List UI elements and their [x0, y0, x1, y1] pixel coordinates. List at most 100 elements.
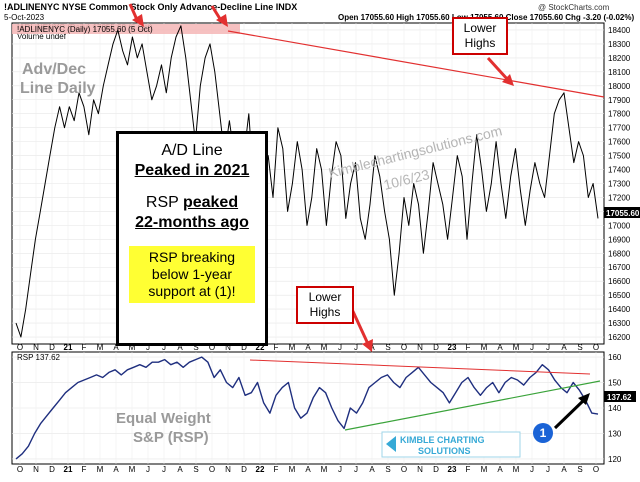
legend-main-overlay: !ADLINENYC (Daily) 17055.60 (5 Oct): [17, 25, 153, 34]
rsp-x-tick-label: M: [481, 465, 488, 474]
ad-y-tick-label: 16900: [608, 235, 631, 244]
box-line3-wrap: RSP peaked: [119, 194, 265, 212]
ad-x-tick-label: O: [401, 343, 407, 352]
ad-x-tick-label: S: [385, 343, 390, 352]
ad-y-tick-label: 18200: [608, 54, 631, 63]
ad-x-tick-label: M: [321, 343, 328, 352]
rsp-series-line: [15, 356, 599, 460]
ad-x-tick-label: S: [577, 343, 582, 352]
rsp-x-tick-label: J: [146, 465, 150, 474]
box-line2: Peaked in 2021: [134, 162, 250, 179]
ad-x-tick-label: 22: [256, 343, 265, 352]
lower-highs-callout-top: Lower Highs: [452, 17, 508, 55]
header-title: !ADLINENYC NYSE Common Stock Only Advanc…: [4, 2, 297, 12]
rsp-x-tick-label: F: [274, 465, 279, 474]
yellow-1: RSP breaking: [148, 249, 236, 265]
marker-label: 1: [540, 426, 547, 440]
ad-y-tick-label: 18300: [608, 40, 631, 49]
rsp-x-tick-label: N: [417, 465, 423, 474]
ad-series-line: [15, 25, 599, 338]
ad-downtrend-line: [227, 30, 605, 98]
ad-y-tick-label: 17300: [608, 180, 631, 189]
lower-highs-top-2: Highs: [464, 36, 496, 50]
rsp-line-group: [15, 356, 599, 460]
rsp-x-tick-label: D: [241, 465, 247, 474]
ad-x-tick-label: M: [289, 343, 296, 352]
ad-x-tick-label: J: [546, 343, 550, 352]
ad-x-tick-label: F: [466, 343, 471, 352]
ad-x-tick-label: J: [354, 343, 358, 352]
ad-x-tick-label: N: [417, 343, 423, 352]
adv-dec-label-2: Line Daily: [20, 80, 96, 97]
ad-y-tick-label: 18000: [608, 82, 631, 91]
ad-x-tick-label: O: [593, 343, 599, 352]
rsp-x-tick-label: M: [289, 465, 296, 474]
rsp-x-tick-label: M: [97, 465, 104, 474]
ad-x-tick-label: J: [146, 343, 150, 352]
ad-y-tick-label: 18100: [608, 68, 631, 77]
lower-highs-top-1: Lower: [463, 21, 497, 35]
ad-y-tick-label: 16200: [608, 333, 631, 342]
last-value-bottom: 137.62: [607, 393, 632, 402]
rsp-x-tick-label: M: [129, 465, 136, 474]
rsp-x-tick-label: O: [593, 465, 599, 474]
ad-y-tick-label: 17200: [608, 193, 631, 202]
equal-weight-label-1: Equal Weight: [116, 410, 211, 427]
last-value-tag-bottom: [604, 391, 636, 402]
ad-y-tick-label: 16300: [608, 319, 631, 328]
ad-x-tick-label: A: [177, 343, 183, 352]
ad-y-tick-label: 17600: [608, 138, 631, 147]
rsp-x-tick-label: N: [225, 465, 231, 474]
ad-x-tick-label: D: [241, 343, 247, 352]
header-copyright: @ StockCharts.com: [538, 3, 610, 12]
rsp-x-tick-label: O: [17, 465, 23, 474]
ad-x-tick-label: A: [561, 343, 567, 352]
rsp-y-tick-label: 150: [608, 379, 622, 388]
ad-line-group: [15, 25, 599, 338]
rsp-x-tick-label: J: [338, 465, 342, 474]
peak-arrow-right: [210, 5, 228, 27]
yellow-2: below 1-year: [151, 266, 233, 282]
rsp-x-tick-label: M: [321, 465, 328, 474]
ad-x-tick-label: A: [113, 343, 119, 352]
ad-y-tick-label: 17500: [608, 152, 631, 161]
rsp-downtrend-line: [249, 359, 591, 375]
rsp-x-tick-label: A: [369, 465, 375, 474]
ad-y-tick-label: 17700: [608, 124, 631, 133]
rsp-x-tick-label: F: [82, 465, 87, 474]
ad-y-tick-label: 17800: [608, 110, 631, 119]
rsp-x-tick-label: J: [530, 465, 534, 474]
rsp-x-tick-label: J: [546, 465, 550, 474]
box-line1: A/D Line: [161, 142, 223, 159]
yellow-3: support at (1)!: [148, 283, 236, 299]
rsp-x-tick-label: A: [305, 465, 311, 474]
ad-x-tick-label: M: [513, 343, 520, 352]
rsp-x-tick-label: M: [513, 465, 520, 474]
ad-x-tick-label: J: [530, 343, 534, 352]
ad-x-tick-label: 21: [64, 343, 73, 352]
ad-y-tick-label: 17000: [608, 221, 631, 230]
peak-arrow-left: [128, 3, 144, 27]
adv-dec-label-1: Adv/Dec: [22, 61, 86, 78]
rsp-x-tick-label: S: [193, 465, 198, 474]
rsp-x-tick-label: 23: [448, 465, 457, 474]
rsp-x-tick-label: A: [113, 465, 119, 474]
ad-x-tick-label: D: [433, 343, 439, 352]
rsp-x-tick-label: N: [33, 465, 39, 474]
legend-rsp: RSP 137.62: [17, 353, 61, 362]
rsp-x-tick-label: S: [385, 465, 390, 474]
ad-y-tick-label: 16600: [608, 277, 631, 286]
ad-x-tick-label: J: [162, 343, 166, 352]
rsp-x-tick-label: O: [401, 465, 407, 474]
ad-y-tick-label: 16500: [608, 291, 631, 300]
ad-x-tick-label: N: [225, 343, 231, 352]
lower-highs-mid-1: Lower: [308, 290, 342, 304]
ad-x-tick-label: O: [17, 343, 23, 352]
last-value-tag-top: [604, 207, 640, 218]
rsp-x-tick-label: 21: [64, 465, 73, 474]
ad-x-tick-label: A: [305, 343, 311, 352]
ad-x-tick-label: J: [338, 343, 342, 352]
rsp-x-tick-label: D: [49, 465, 55, 474]
box-line3: RSP: [145, 194, 179, 211]
